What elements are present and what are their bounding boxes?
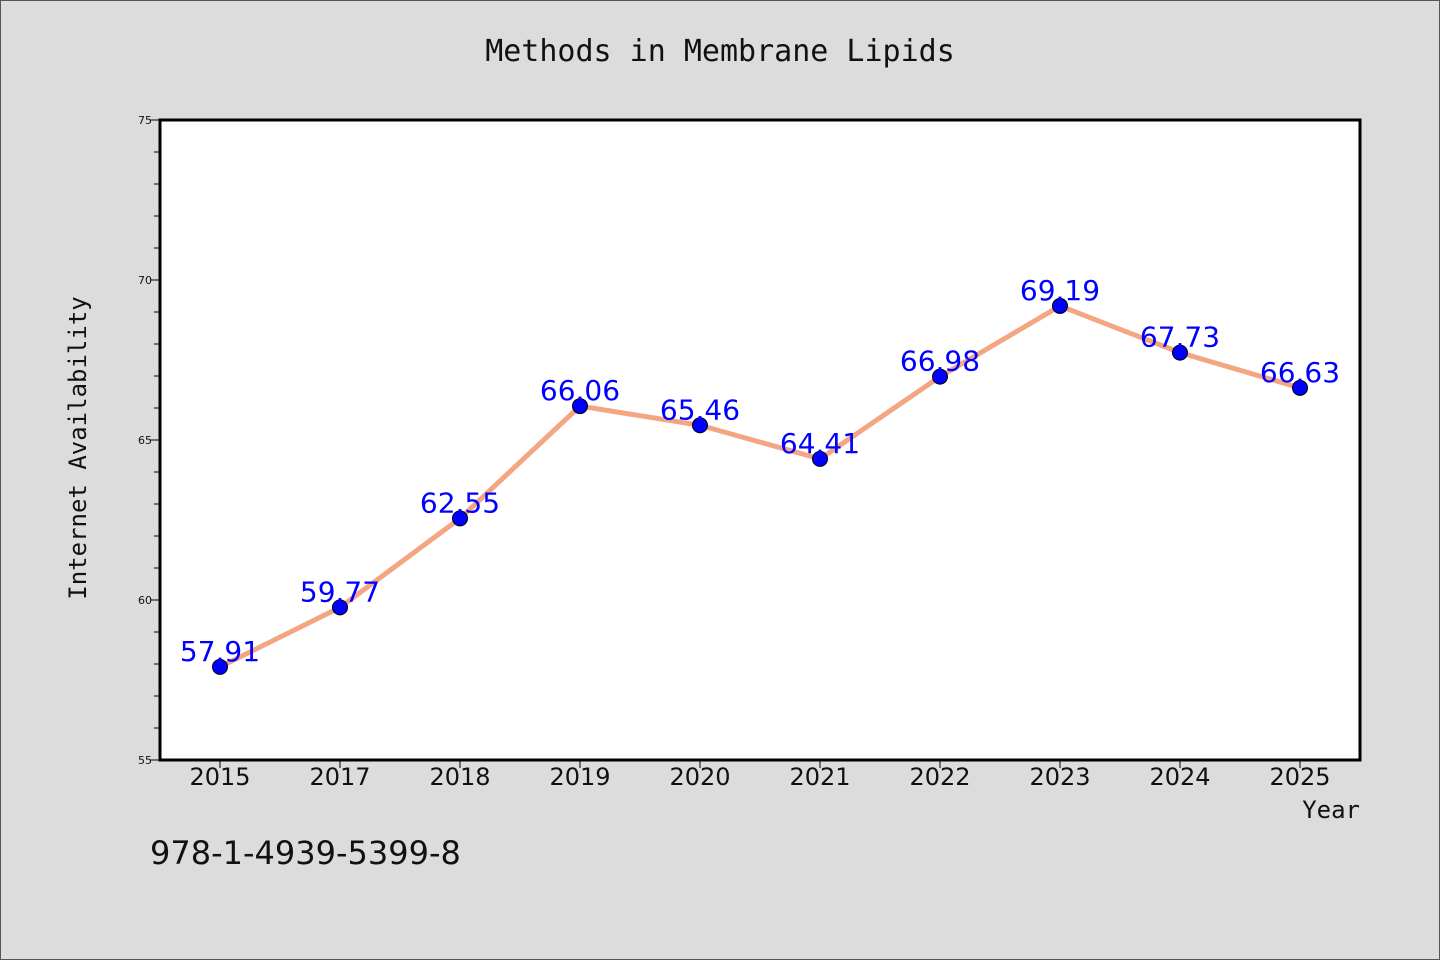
data-label: 66.63: [1260, 356, 1340, 389]
y-axis: 55 60 65 70 75: [138, 114, 160, 767]
y-tick-label: 60: [138, 594, 152, 607]
y-tick-label: 75: [138, 114, 152, 127]
y-tick-label: 65: [138, 434, 152, 447]
x-tick-label: 2021: [789, 763, 850, 791]
x-tick-label: 2017: [309, 763, 370, 791]
data-markers: [212, 297, 1308, 675]
data-label: 65.46: [660, 393, 740, 426]
data-point: [1172, 344, 1188, 361]
data-label: 69.19: [1020, 274, 1100, 307]
x-tick-label: 2018: [429, 763, 490, 791]
data-point: [452, 510, 468, 527]
data-point: [332, 599, 348, 616]
isbn-text: 978-1-4939-5399-8: [150, 834, 461, 872]
series-lines: [218, 303, 1301, 670]
x-tick-label: 2022: [909, 763, 970, 791]
data-label: 67.73: [1140, 321, 1220, 354]
series-line: [218, 303, 1301, 670]
x-tick-label: 2024: [1149, 763, 1210, 791]
data-point: [1052, 297, 1068, 314]
data-label: 66.06: [540, 374, 620, 407]
x-tick-label: 2025: [1269, 763, 1330, 791]
x-tick-label: 2019: [549, 763, 610, 791]
y-tick-label: 70: [138, 274, 152, 287]
data-labels: 57.91 59.77 62.55 66.06 65.46 64.41 66.98 69.19…: [180, 274, 1340, 668]
data-label: 66.98: [900, 345, 980, 378]
x-tick-label: 2020: [669, 763, 730, 791]
y-tick-label: 55: [138, 754, 152, 767]
data-label: 64.41: [780, 427, 860, 460]
data-label: 62.55: [420, 486, 500, 519]
data-point: [212, 658, 228, 675]
x-axis-label: Year: [1302, 796, 1360, 824]
x-tick-label: 2015: [189, 763, 250, 791]
data-point: [932, 368, 948, 385]
chart-title: Methods in Membrane Lipids: [485, 34, 955, 69]
data-point: [692, 417, 708, 434]
x-axis: 2015 2017 2018 2019 2020 2021 2022 2023 2024 2025: [189, 760, 1331, 791]
data-point: [812, 450, 828, 467]
data-point: [572, 398, 588, 415]
data-label: 57.91: [180, 635, 260, 668]
data-point: [1292, 379, 1308, 396]
x-tick-label: 2023: [1029, 763, 1090, 791]
data-label: 59.77: [300, 575, 380, 608]
